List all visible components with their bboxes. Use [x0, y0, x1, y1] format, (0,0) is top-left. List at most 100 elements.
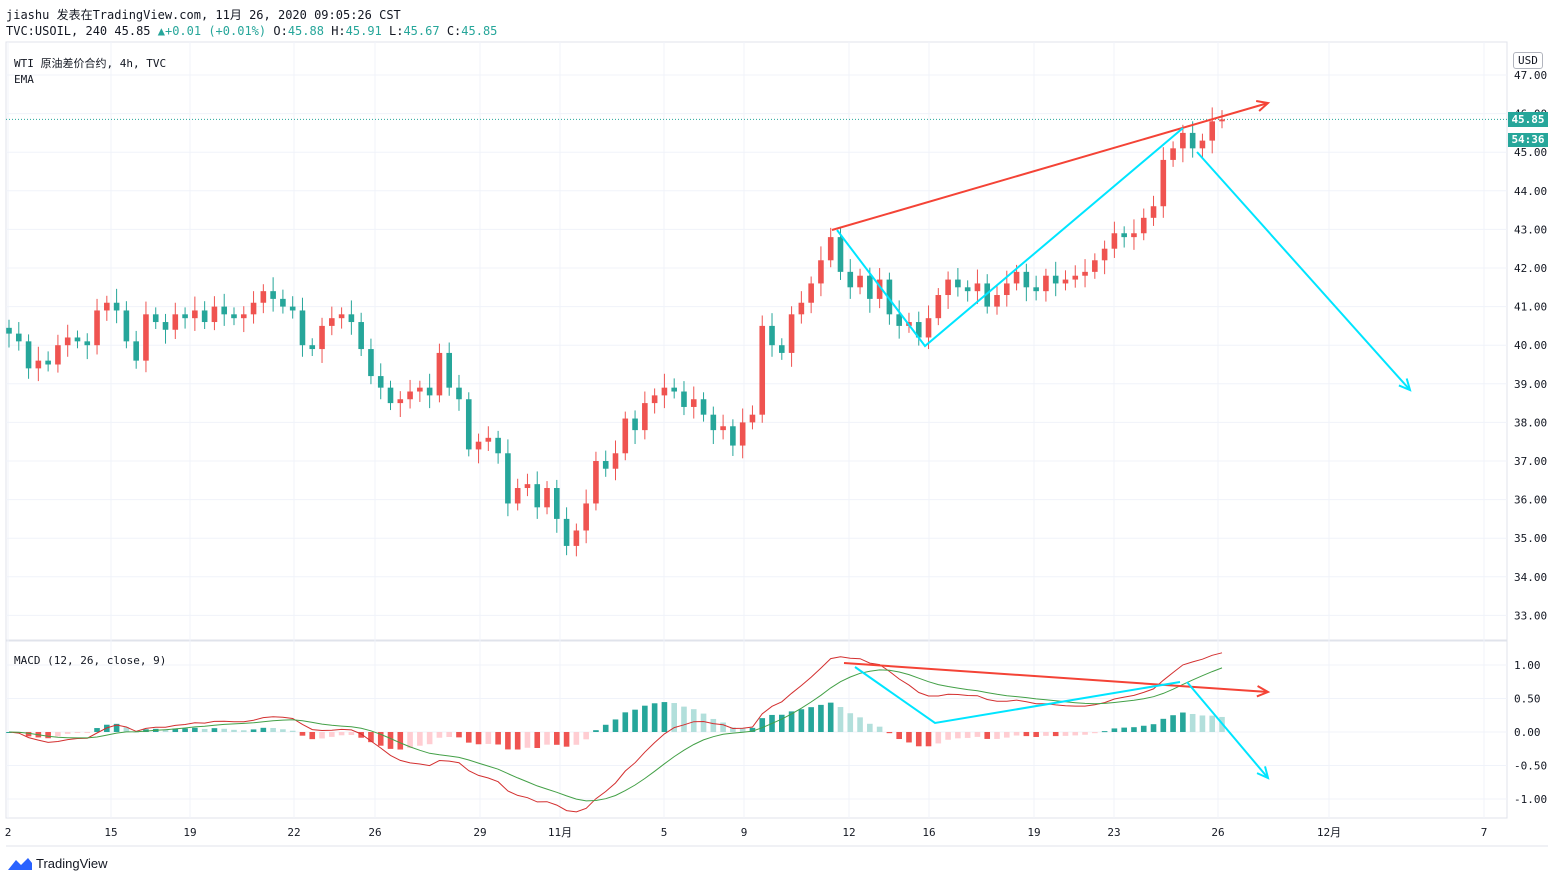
macd-histogram-bar [1062, 732, 1069, 736]
y-tick-label: 40.00 [1514, 339, 1547, 352]
symbol-label[interactable]: TVC:USOIL, 240 [6, 24, 108, 38]
macd-pane-title[interactable]: MACD (12, 26, close, 9) [14, 654, 167, 667]
macd-histogram-bar [612, 719, 619, 732]
macd-tick-label: -0.50 [1514, 760, 1547, 773]
macd-histogram-bar [319, 732, 325, 739]
macd-histogram-bar [221, 728, 228, 732]
y-tick-label: 37.00 [1514, 455, 1547, 468]
macd-histogram-bar [778, 714, 785, 732]
macd-histogram-bar [524, 732, 531, 748]
y-tick-label: 36.00 [1514, 494, 1547, 507]
candle-body [1033, 287, 1039, 292]
macd-histogram-bar [348, 732, 355, 736]
y-tick-label: 34.00 [1514, 571, 1547, 584]
macd-histogram-bar [162, 729, 169, 732]
candle-body [769, 325, 775, 346]
candle-body [260, 291, 267, 303]
macd-histogram-bar [377, 732, 384, 746]
candle-body [231, 314, 237, 319]
ema-indicator-label[interactable]: EMA [14, 73, 34, 86]
x-tick-label: 2 [5, 826, 12, 839]
price-down-projection-head [1398, 378, 1412, 392]
candle-body [583, 503, 589, 531]
macd-histogram-bar [172, 728, 179, 732]
candle-body [64, 337, 71, 346]
candle-body [984, 283, 991, 307]
macd-histogram-bar [690, 709, 697, 732]
macd-line [8, 652, 1223, 813]
trend-drawings[interactable] [831, 100, 1412, 780]
low-value: 45.67 [403, 24, 440, 38]
macd-tick-label: -1.00 [1514, 793, 1547, 806]
macd-histogram-bar [338, 732, 345, 736]
candle-body [1150, 206, 1157, 218]
macd-histogram-bar [407, 732, 413, 749]
macd-histogram-bar [514, 732, 521, 750]
candle-body [593, 461, 599, 504]
candle-body [94, 310, 100, 346]
signal-line [8, 667, 1223, 802]
candle-body [1023, 271, 1030, 288]
candle-body [651, 395, 658, 404]
macd-histogram-bar [827, 702, 834, 732]
macd-histogram-bar [358, 732, 364, 738]
price-trend-arrow [831, 102, 1269, 231]
price-tag: 45.85 [1508, 112, 1548, 127]
macd-histogram-bar [1111, 728, 1118, 732]
tradingview-logo-icon [8, 857, 32, 870]
candle-body [113, 302, 120, 311]
macd-histogram-bar [1199, 715, 1206, 732]
macd-histogram-bar [1121, 727, 1127, 732]
macd-histogram-bar [1023, 732, 1030, 737]
macd-histogram-bar [700, 713, 707, 732]
candle-body [319, 325, 325, 350]
macd-histogram-bar [1180, 712, 1186, 732]
macd-histogram-bar [642, 705, 648, 732]
candle-body [485, 437, 492, 442]
tradingview-logo[interactable]: TradingView [8, 856, 108, 871]
candle-body [505, 453, 511, 504]
macd-histogram-bar [505, 732, 511, 750]
candle-body [143, 314, 149, 361]
candle-body [1160, 159, 1167, 207]
open-label: O: [273, 24, 288, 38]
x-tick-label: 23 [1107, 826, 1120, 839]
candle-body [1121, 233, 1127, 238]
currency-badge[interactable]: USD [1513, 52, 1543, 69]
candle-body [730, 426, 736, 446]
macd-histogram-bar [270, 727, 276, 732]
macd-tick-label: 0.50 [1514, 693, 1541, 706]
candle-body [25, 341, 32, 369]
price-change: +0.01 (+0.01%) [164, 24, 267, 38]
macd-histogram-bar [749, 727, 756, 732]
candle-body [426, 387, 433, 396]
candle-body [671, 387, 677, 392]
candle-body [818, 260, 824, 284]
candle-body [1140, 217, 1147, 234]
y-tick-label: 33.00 [1514, 609, 1547, 622]
candle-body [1131, 233, 1137, 238]
symbol-ohlc-line: TVC:USOIL, 240 45.85 ▲+0.01 (+0.01%) O:4… [6, 24, 497, 38]
candle-body [876, 279, 883, 299]
macd-histogram-bar [1189, 713, 1196, 732]
macd-histogram-bar [573, 732, 580, 745]
macd-histogram-bar [964, 732, 971, 738]
candle-body [1013, 271, 1020, 284]
candle-body [690, 399, 697, 407]
y-tick-label: 45.00 [1514, 146, 1547, 159]
macd-histogram-bar [1092, 732, 1098, 734]
y-tick-label: 39.00 [1514, 378, 1547, 391]
candle-body [602, 461, 609, 469]
open-value: 45.88 [287, 24, 324, 38]
macd-histogram-bar [465, 732, 472, 743]
macd-histogram-bar [906, 732, 912, 743]
macd-histogram-bar [25, 732, 32, 737]
publish-line: jiashu 发表在TradingView.com, 11月 26, 2020 … [6, 8, 401, 22]
macd-histogram-bar [1170, 715, 1176, 732]
x-tick-label: 19 [1027, 826, 1040, 839]
main-pane-title[interactable]: WTI 原油差价合约, 4h, TVC [14, 57, 167, 70]
close-value: 45.85 [461, 24, 498, 38]
y-tick-label: 43.00 [1514, 223, 1547, 236]
countdown-tag: 54:36 [1508, 133, 1548, 147]
